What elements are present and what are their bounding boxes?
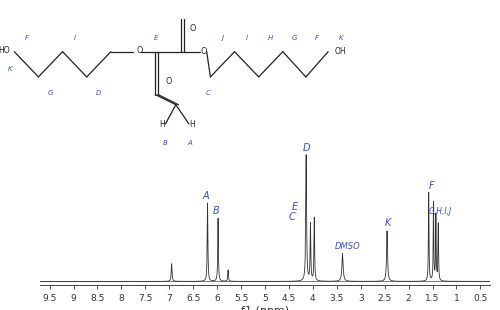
Text: O: O [166, 78, 172, 86]
Text: K: K [384, 219, 390, 228]
Text: H: H [190, 120, 196, 129]
Text: A: A [187, 140, 192, 146]
Text: K: K [8, 66, 12, 72]
Text: O: O [190, 24, 196, 33]
Text: K: K [339, 34, 344, 41]
Text: E: E [292, 202, 298, 212]
X-axis label: f1 (ppm): f1 (ppm) [241, 306, 289, 310]
Text: B: B [213, 206, 220, 216]
Text: E: E [154, 34, 158, 41]
Text: A: A [202, 191, 209, 201]
Text: C: C [288, 212, 295, 222]
Text: DMSO: DMSO [334, 242, 360, 251]
Text: O: O [136, 46, 142, 55]
Text: D: D [302, 143, 310, 153]
Text: I: I [246, 34, 248, 41]
Text: D: D [96, 90, 102, 96]
Text: G: G [292, 34, 297, 41]
Text: OH: OH [335, 47, 346, 56]
Text: H: H [268, 34, 274, 41]
Text: G,H,I,J: G,H,I,J [429, 207, 452, 216]
Text: J: J [222, 34, 224, 41]
Text: I: I [74, 34, 76, 41]
Text: F: F [315, 34, 319, 41]
Text: F: F [429, 180, 434, 191]
Text: B: B [162, 140, 167, 146]
Text: H: H [159, 120, 164, 129]
Text: O: O [200, 47, 207, 56]
Text: C: C [206, 90, 211, 96]
Text: G: G [48, 90, 53, 96]
Text: F: F [24, 34, 28, 41]
Text: HO: HO [0, 46, 10, 55]
